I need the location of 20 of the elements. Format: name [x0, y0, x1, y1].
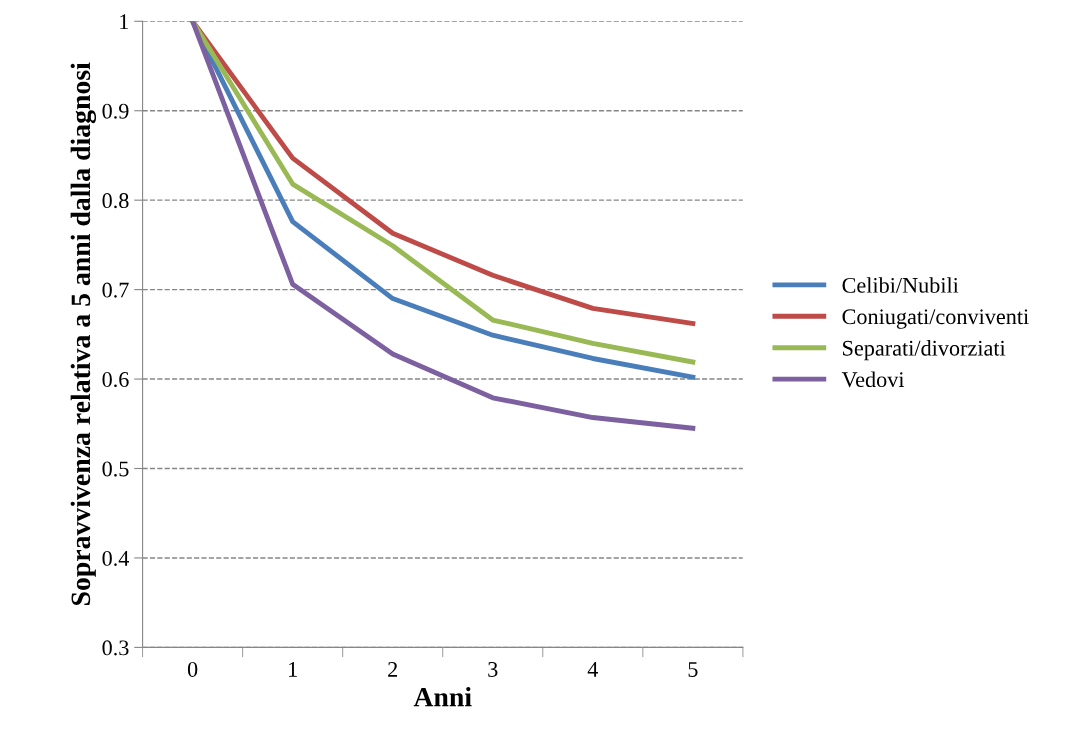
y-tick-label: 0.3	[102, 640, 129, 656]
x-tick-label: 1	[289, 662, 297, 677]
y-axis-title: Sopravvivenza relativa a 5 anni dalla diagnosi	[70, 62, 97, 606]
y-tick-label: 0.4	[102, 550, 130, 566]
x-tick-label: 2	[388, 661, 398, 677]
x-tick-label: 3	[488, 661, 498, 677]
y-tick-label: 0.7	[102, 282, 129, 298]
legend-label: Separati/divorziati	[843, 340, 1006, 361]
x-axis-title: Anni	[413, 686, 472, 707]
legend-label: Celibi/Nubili	[842, 277, 959, 293]
y-tick-label: 0.8	[102, 193, 129, 209]
y-tick-label: 0.5	[102, 461, 129, 477]
x-tick-label: 4	[587, 662, 599, 677]
y-tick-label: 0.6	[102, 371, 129, 388]
legend-label: Vedovi	[841, 371, 905, 388]
x-tick-label: 0	[187, 661, 198, 677]
y-tick-label: 1	[120, 14, 129, 29]
x-tick-label: 5	[688, 662, 698, 677]
legend-label: Coniugati/conviventi	[842, 309, 1029, 329]
y-tick-label: 0.9	[102, 103, 129, 119]
